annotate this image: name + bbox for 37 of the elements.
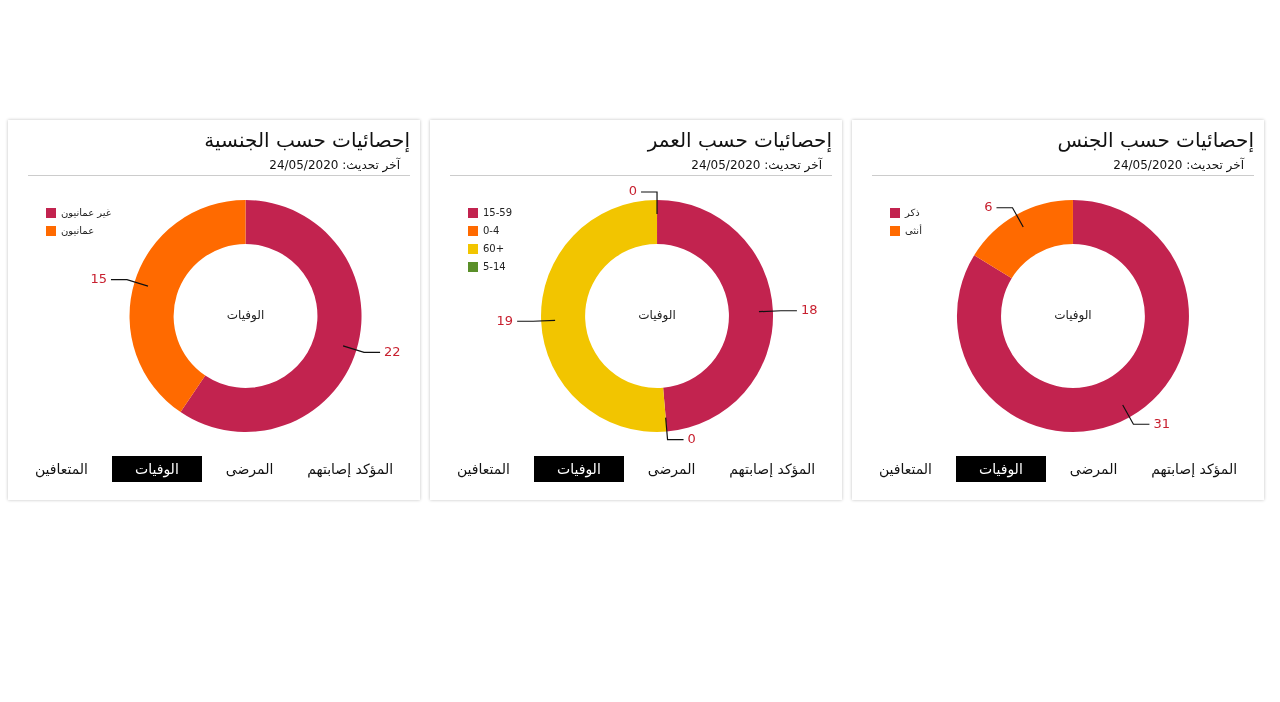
chart-subtitle: آخر تحديث: 24/05/2020 (872, 152, 1254, 176)
text: المتعافين (455, 460, 511, 480)
text: 0 (628, 183, 638, 199)
data-label: 18 (800, 302, 818, 318)
data-label: 19 (496, 312, 514, 328)
text: المؤكد إصابتهم (728, 460, 817, 480)
legend-label: 60+ (483, 242, 505, 254)
chart-title: إحصائيات حسب الجنس (1056, 127, 1255, 152)
chart-subtitle: آخر تحديث: 24/05/2020 (28, 152, 410, 176)
text: الوفيات (533, 456, 624, 482)
data-label: 15 (90, 271, 107, 287)
chart-subtitle: آخر تحديث: 24/05/2020 (450, 152, 832, 176)
text: الوفيات (111, 456, 202, 482)
legend-label: غير عمانيون (61, 206, 112, 218)
text: الوفيات (1054, 308, 1092, 324)
text: الوفيات (638, 308, 676, 324)
text: المرضى (1068, 460, 1119, 480)
legend-label: عمانيون (61, 224, 95, 236)
chart-title: إحصائيات حسب الجنسية (203, 127, 411, 152)
text: المؤكد إصابتهم (1150, 460, 1239, 480)
legend-label: 15-59 (483, 206, 513, 218)
legend-label: 5-14 (483, 260, 506, 272)
text: المؤكد إصابتهم (306, 460, 395, 480)
legend-label: أنثى (905, 223, 923, 236)
data-label: 22 (384, 343, 401, 359)
legend-label: ذكر (904, 206, 920, 218)
text: المرضى (224, 460, 275, 480)
text: الوفيات (955, 456, 1046, 482)
chart-title: إحصائيات حسب العمر (646, 127, 833, 152)
text: الوفيات (226, 308, 265, 324)
text: المتعافين (33, 460, 89, 480)
legend-label: 0-4 (483, 224, 500, 236)
data-label: 31 (1153, 415, 1170, 431)
data-label: 6 (984, 199, 993, 215)
text: المرضى (646, 460, 697, 480)
text: المتعافين (877, 460, 933, 480)
text: 0 (687, 430, 696, 446)
